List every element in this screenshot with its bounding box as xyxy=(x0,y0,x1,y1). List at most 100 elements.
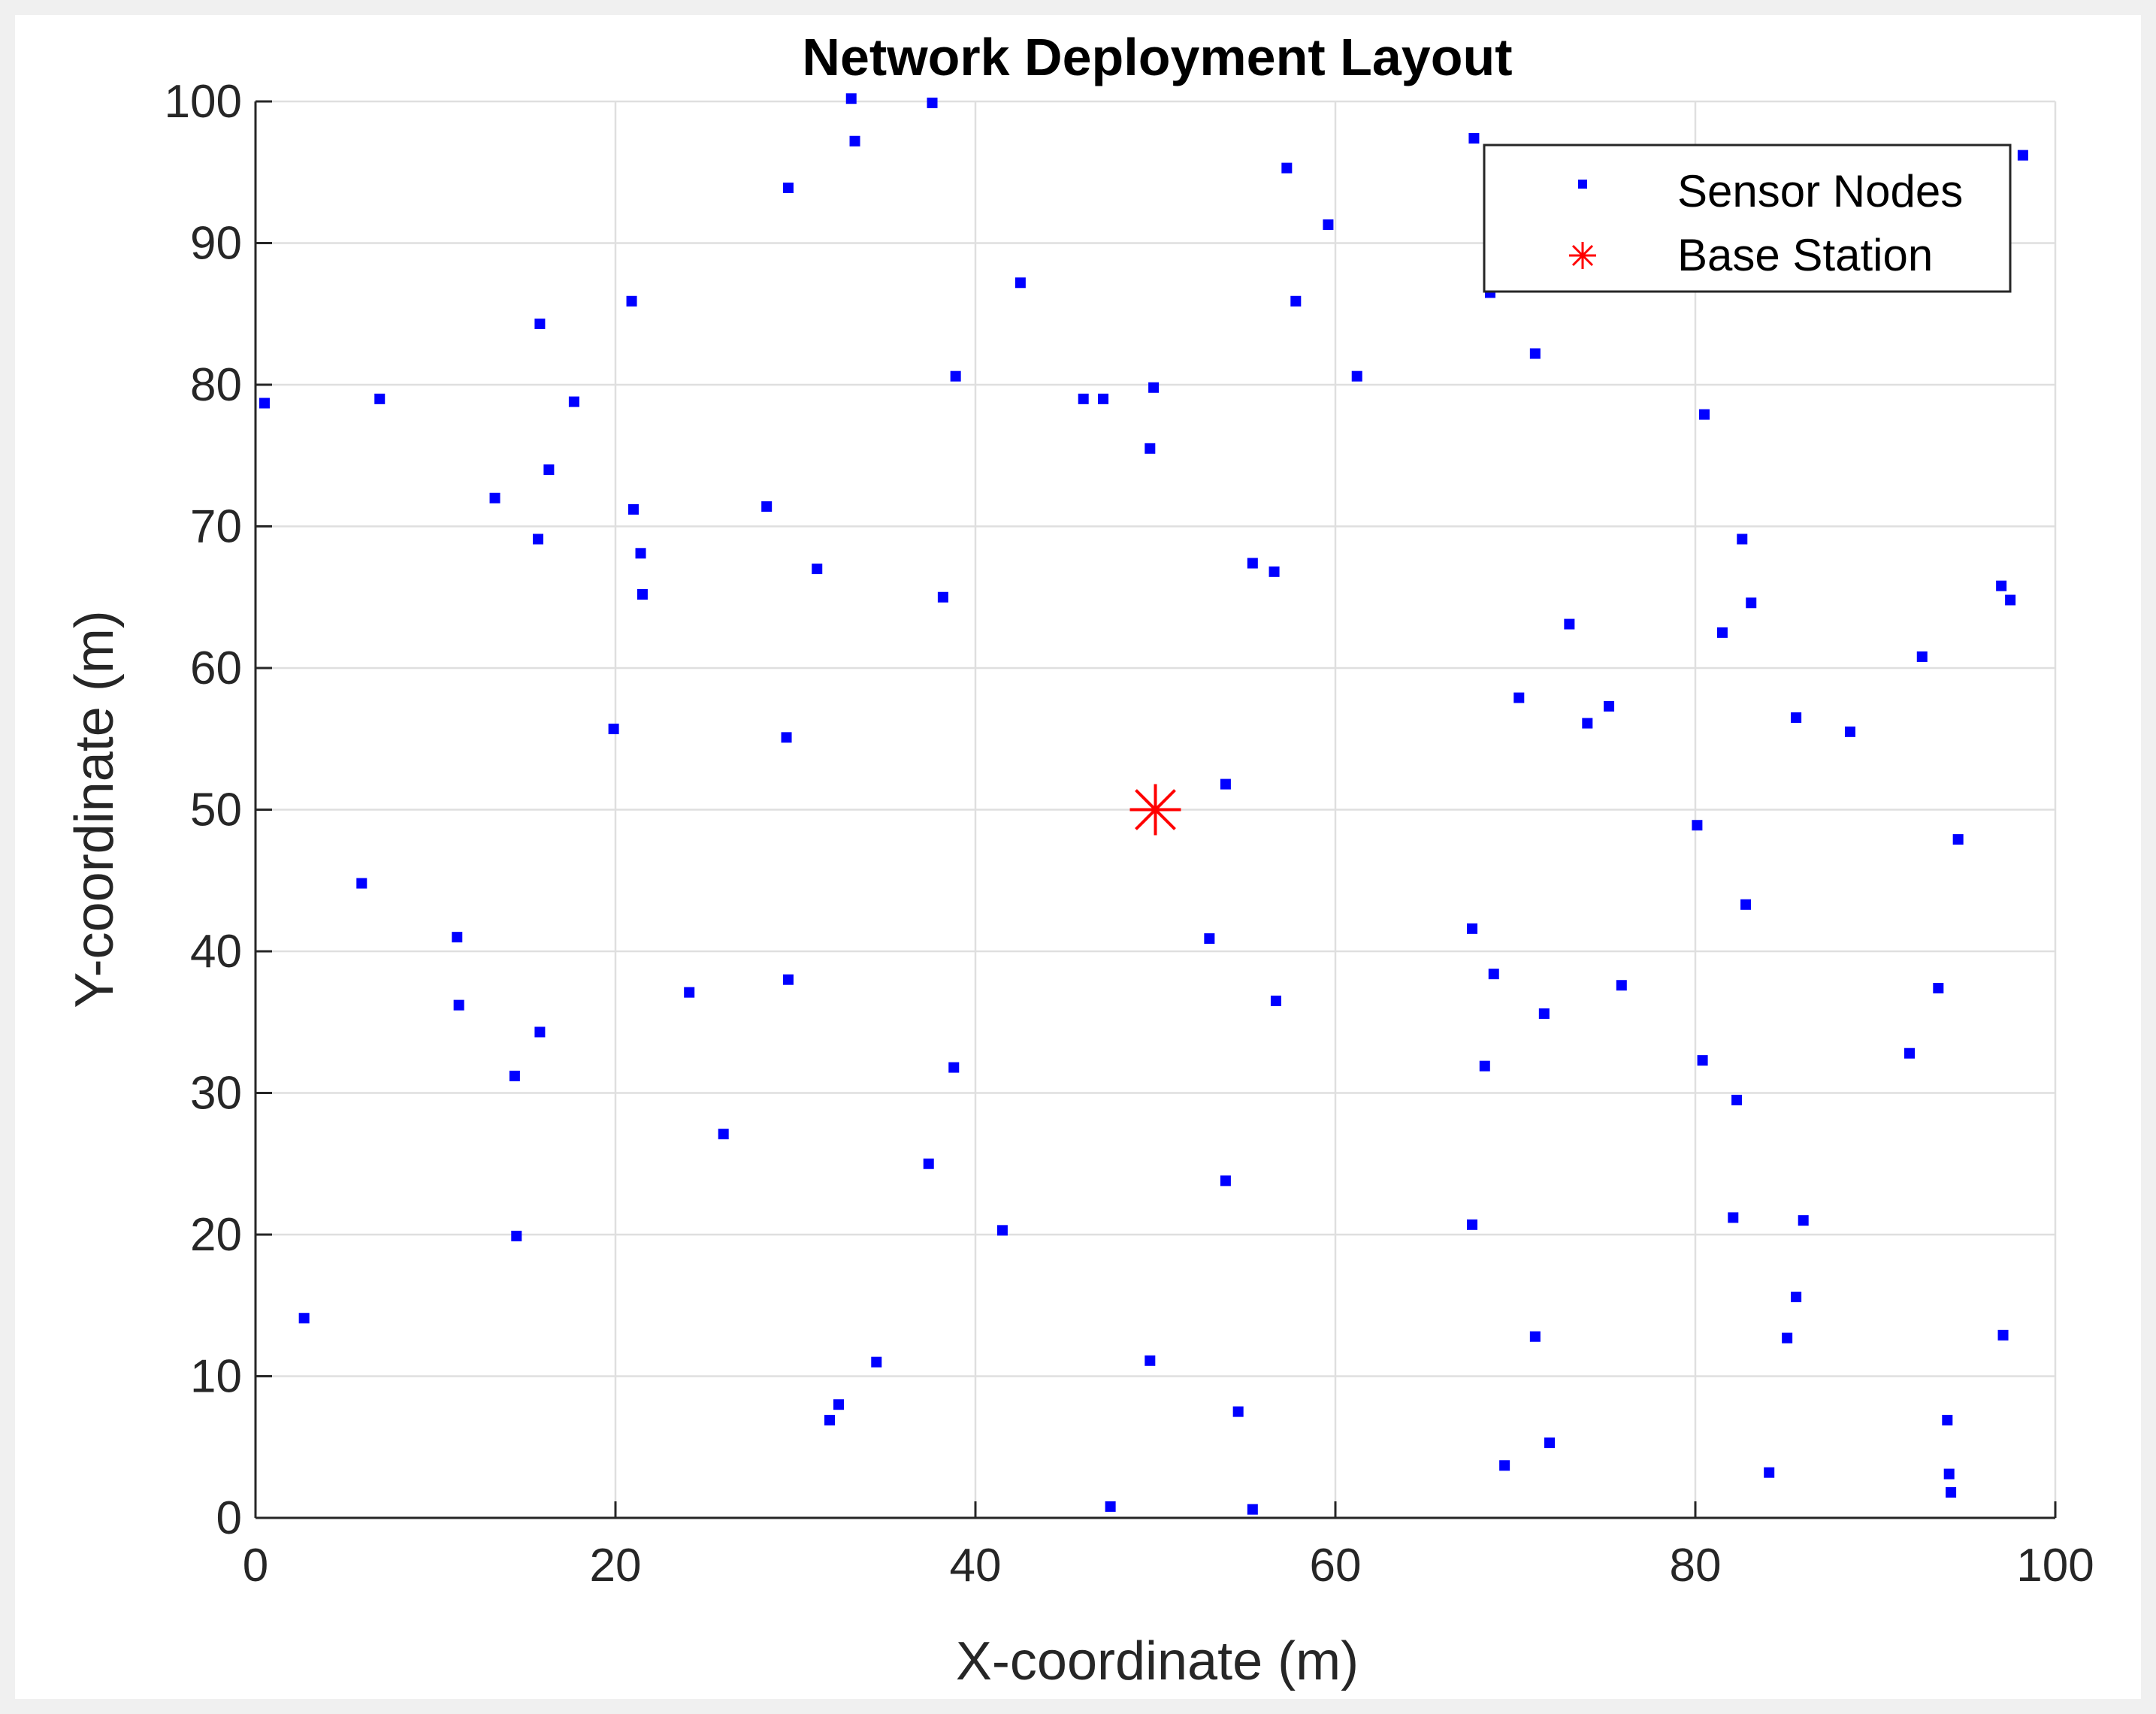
sensor-node-point xyxy=(684,987,695,998)
sensor-node-point xyxy=(1791,1291,1802,1302)
sensor-node-point xyxy=(1697,1055,1708,1066)
sensor-node-point xyxy=(509,1070,520,1081)
sensor-node-point xyxy=(1604,700,1615,712)
sensor-node-point xyxy=(1942,1414,1953,1425)
y-tick-label: 70 xyxy=(190,501,242,553)
sensor-node-point xyxy=(635,548,646,559)
sensor-node-point xyxy=(1564,618,1575,630)
sensor-node-point xyxy=(1269,566,1280,577)
sensor-node-point xyxy=(2017,150,2028,161)
sensor-node-point xyxy=(833,1399,844,1410)
legend-marker-sensor-nodes xyxy=(1578,180,1587,189)
x-axis-title: X-coordinate (m) xyxy=(956,1631,1359,1691)
sensor-node-point xyxy=(1529,348,1541,359)
sensor-node-point xyxy=(453,999,464,1011)
y-tick-label: 50 xyxy=(190,784,242,836)
sensor-node-point xyxy=(1692,820,1703,831)
legend-marker-base-station xyxy=(1569,242,1596,269)
sensor-node-point xyxy=(1943,1468,1955,1480)
sensor-node-point xyxy=(534,318,546,329)
sensor-node-point xyxy=(1220,1175,1231,1186)
sensor-node-point xyxy=(1247,1504,1258,1515)
sensor-node-point xyxy=(1479,1060,1490,1072)
legend: Sensor Nodes Base Station xyxy=(1483,144,2012,293)
sensor-node-point xyxy=(1220,778,1231,790)
sensor-node-point xyxy=(871,1356,882,1368)
sensor-node-point xyxy=(1513,692,1525,703)
sensor-node-point xyxy=(996,1225,1008,1236)
sensor-node-point xyxy=(937,591,948,603)
sensor-node-point xyxy=(1290,295,1302,307)
sensor-node-point xyxy=(1105,1501,1116,1512)
sensor-node-point xyxy=(1933,983,1944,994)
sensor-node-point xyxy=(1078,393,1089,404)
y-tick-label: 10 xyxy=(190,1351,242,1403)
sensor-node-point xyxy=(1916,651,1928,662)
sensor-node-point xyxy=(259,398,270,409)
sensor-node-point xyxy=(782,182,794,193)
sensor-node-point xyxy=(1014,277,1026,289)
sensor-node-point xyxy=(824,1414,836,1425)
sensor-node-point xyxy=(1247,558,1258,569)
sensor-node-point xyxy=(1844,726,1855,737)
y-tick-label: 90 xyxy=(190,218,242,270)
sensor-node-point xyxy=(1281,162,1293,174)
sensor-node-point xyxy=(543,464,555,476)
sensor-node-point xyxy=(1946,1487,1957,1498)
y-tick-label: 20 xyxy=(190,1209,242,1261)
sensor-node-point xyxy=(1737,534,1748,545)
sensor-node-point xyxy=(1351,370,1362,382)
sensor-node-point xyxy=(923,1158,934,1169)
y-tick-label: 100 xyxy=(165,76,242,128)
legend-label-base-station: Base Station xyxy=(1677,230,1933,280)
legend-box xyxy=(1483,144,2012,293)
y-axis-ticks: 0 10 20 30 40 50 60 70 80 90 100 xyxy=(165,76,272,1544)
sensor-node-point xyxy=(1538,1008,1550,1019)
y-axis-title: Y-coordinate (m) xyxy=(65,610,125,1008)
sensor-node-point xyxy=(1270,995,1281,1006)
sensor-node-point xyxy=(1323,219,1334,230)
x-tick-label: 40 xyxy=(950,1540,1002,1592)
x-tick-label: 60 xyxy=(1310,1540,1362,1592)
y-tick-label: 40 xyxy=(190,926,242,978)
y-tick-label: 60 xyxy=(190,642,242,694)
sensor-node-point xyxy=(1582,718,1593,729)
sensor-node-point xyxy=(1996,580,2007,591)
sensor-node-point xyxy=(718,1129,729,1140)
sensor-node-point xyxy=(1698,409,1710,420)
sensor-node-point xyxy=(1746,597,1757,609)
sensor-node-point xyxy=(1544,1437,1556,1449)
sensor-node-point xyxy=(637,588,648,600)
sensor-node-point xyxy=(1529,1331,1541,1342)
sensor-node-point xyxy=(927,97,938,108)
sensor-node-point xyxy=(1488,969,1499,980)
sensor-node-point xyxy=(374,393,386,404)
sensor-node-point xyxy=(489,492,500,503)
y-tick-label: 0 xyxy=(216,1492,242,1544)
sensor-node-point xyxy=(627,503,639,515)
sensor-node-point xyxy=(1098,393,1109,404)
sensor-node-point xyxy=(1145,443,1156,454)
sensor-node-point xyxy=(761,501,773,512)
sensor-node-point xyxy=(1764,1467,1775,1478)
sensor-node-point xyxy=(948,1062,960,1073)
sensor-node-point xyxy=(626,295,637,307)
legend-label-sensor-nodes: Sensor Nodes xyxy=(1677,166,1963,216)
sensor-node-point xyxy=(533,534,544,545)
sensor-node-point xyxy=(1952,834,1964,845)
sensor-node-point xyxy=(1728,1212,1739,1223)
data-points xyxy=(259,93,2028,1515)
sensor-node-point xyxy=(845,93,857,104)
sensor-node-point xyxy=(1716,627,1728,638)
sensor-node-point xyxy=(812,564,823,575)
sensor-node-point xyxy=(1731,1094,1743,1105)
sensor-node-point xyxy=(1204,933,1215,945)
sensor-node-point xyxy=(782,974,794,985)
sensor-node-point xyxy=(298,1313,310,1324)
chart-title: Network Deployment Layout xyxy=(802,28,1512,86)
sensor-node-point xyxy=(1467,1219,1478,1230)
sensor-node-point xyxy=(1148,382,1160,393)
sensor-node-point xyxy=(1468,133,1480,144)
sensor-node-point xyxy=(1467,923,1478,934)
